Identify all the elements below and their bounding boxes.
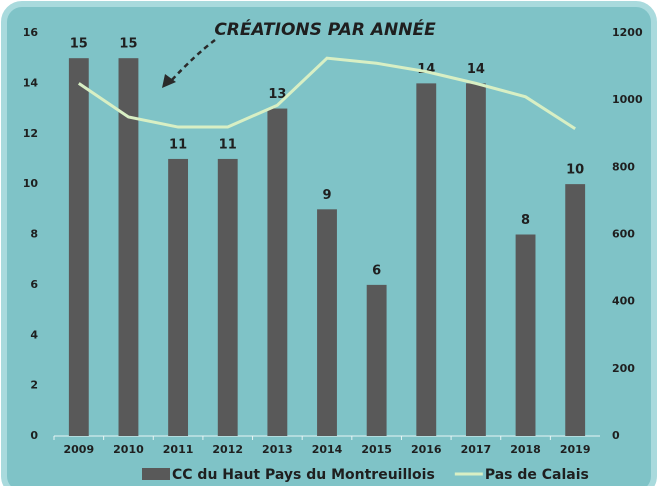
- x-tick-label: 2015: [361, 443, 392, 456]
- data-label: 13: [268, 87, 286, 102]
- x-tick-label: 2012: [212, 443, 243, 456]
- chart-title: CRÉATIONS PAR ANNÉE: [214, 18, 436, 40]
- y-tick-label: 16: [23, 26, 39, 39]
- data-label: 15: [70, 37, 88, 52]
- y-tick-label: 6: [30, 278, 38, 291]
- bar: [366, 284, 387, 436]
- y-tick-label: 8: [30, 228, 38, 241]
- x-tick-label: 2014: [312, 443, 343, 456]
- bar: [217, 158, 238, 436]
- y2-tick-label: 400: [612, 295, 635, 308]
- arrow-head: [162, 74, 176, 88]
- y2-tick-label: 1200: [612, 26, 643, 39]
- legend-swatch: [142, 468, 170, 480]
- y2-tick-label: 0: [612, 429, 620, 442]
- x-tick-label: 2016: [411, 443, 442, 456]
- y-tick-label: 4: [30, 328, 38, 341]
- y2-tick-label: 200: [612, 362, 635, 375]
- bar: [416, 83, 437, 436]
- data-label: 10: [566, 163, 584, 178]
- bar: [68, 58, 89, 436]
- data-label: 8: [521, 213, 530, 228]
- data-label: 6: [372, 263, 381, 278]
- legend-label: Pas de Calais: [485, 467, 589, 483]
- data-label: 15: [119, 37, 137, 52]
- x-tick-label: 2010: [113, 443, 144, 456]
- bar: [565, 184, 586, 436]
- x-tick-label: 2009: [64, 443, 95, 456]
- x-tick-label: 2017: [461, 443, 492, 456]
- y-tick-label: 10: [23, 177, 39, 190]
- y-tick-label: 14: [23, 76, 39, 89]
- y-tick-label: 2: [30, 379, 38, 392]
- y2-tick-label: 800: [612, 160, 635, 173]
- data-label: 9: [322, 188, 331, 203]
- legend-label: CC du Haut Pays du Montreuillois: [172, 467, 435, 483]
- data-label: 11: [169, 137, 187, 152]
- bar: [465, 83, 486, 436]
- x-tick-label: 2018: [510, 443, 541, 456]
- y-tick-label: 0: [30, 429, 38, 442]
- y-tick-label: 12: [23, 127, 38, 140]
- arrow: [169, 39, 216, 83]
- x-tick-label: 2011: [163, 443, 194, 456]
- bar: [515, 234, 536, 436]
- line: [77, 56, 576, 130]
- x-tick-label: 2019: [560, 443, 591, 456]
- data-label: 14: [467, 62, 485, 77]
- bar: [168, 158, 189, 436]
- bar: [267, 108, 288, 436]
- x-tick-label: 2013: [262, 443, 293, 456]
- bar: [317, 209, 337, 436]
- y2-tick-label: 1000: [612, 93, 643, 106]
- bar: [118, 58, 139, 436]
- y2-tick-label: 600: [612, 228, 635, 241]
- data-label: 11: [219, 137, 237, 152]
